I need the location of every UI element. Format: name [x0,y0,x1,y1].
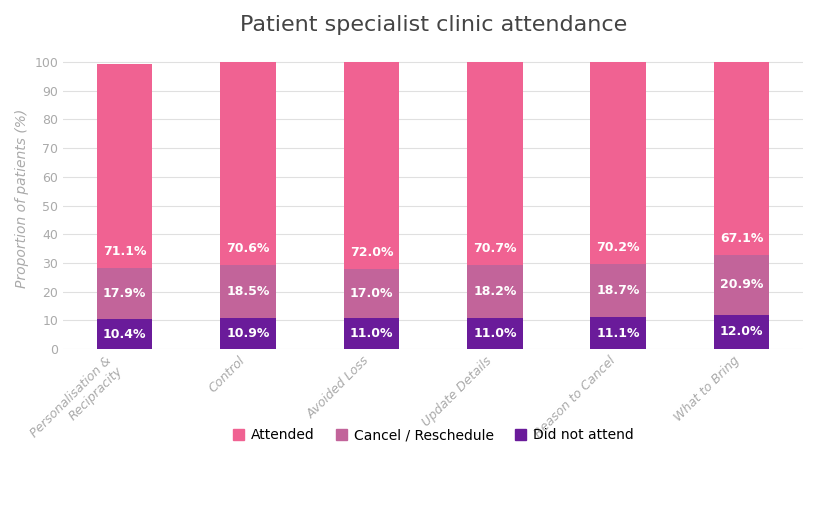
Text: 67.1%: 67.1% [720,232,763,245]
Text: 11.0%: 11.0% [473,327,517,340]
Bar [344,62,399,269]
Text: 11.0%: 11.0% [350,327,393,340]
Text: 18.2%: 18.2% [473,285,516,298]
Bar [220,318,276,349]
Bar [97,319,152,349]
Bar [714,62,770,255]
Bar [467,62,523,265]
Bar [344,318,399,349]
Bar [344,269,399,318]
Bar [467,265,523,318]
Bar [714,255,770,315]
Text: 17.0%: 17.0% [350,287,393,300]
Text: 70.7%: 70.7% [473,243,517,255]
Bar [591,317,646,349]
Text: 11.1%: 11.1% [596,327,640,340]
Bar [97,64,152,268]
Text: 17.9%: 17.9% [103,287,146,300]
Bar [591,62,646,264]
Text: 71.1%: 71.1% [103,245,146,258]
Title: Patient specialist clinic attendance: Patient specialist clinic attendance [240,15,627,35]
Bar [591,264,646,317]
Bar [220,62,276,265]
Bar [97,268,152,319]
Legend: Attended, Cancel / Reschedule, Did not attend: Attended, Cancel / Reschedule, Did not a… [227,423,639,448]
Text: 10.9%: 10.9% [227,327,270,340]
Text: 18.7%: 18.7% [596,284,640,297]
Text: 70.2%: 70.2% [596,240,640,254]
Bar [714,315,770,349]
Bar [220,265,276,318]
Text: 10.4%: 10.4% [103,328,146,341]
Bar [467,318,523,349]
Y-axis label: Proportion of patients (%): Proportion of patients (%) [15,109,29,288]
Text: 20.9%: 20.9% [720,278,763,291]
Text: 72.0%: 72.0% [350,246,393,259]
Text: 18.5%: 18.5% [227,285,270,298]
Text: 12.0%: 12.0% [720,326,763,339]
Text: 70.6%: 70.6% [227,242,270,255]
